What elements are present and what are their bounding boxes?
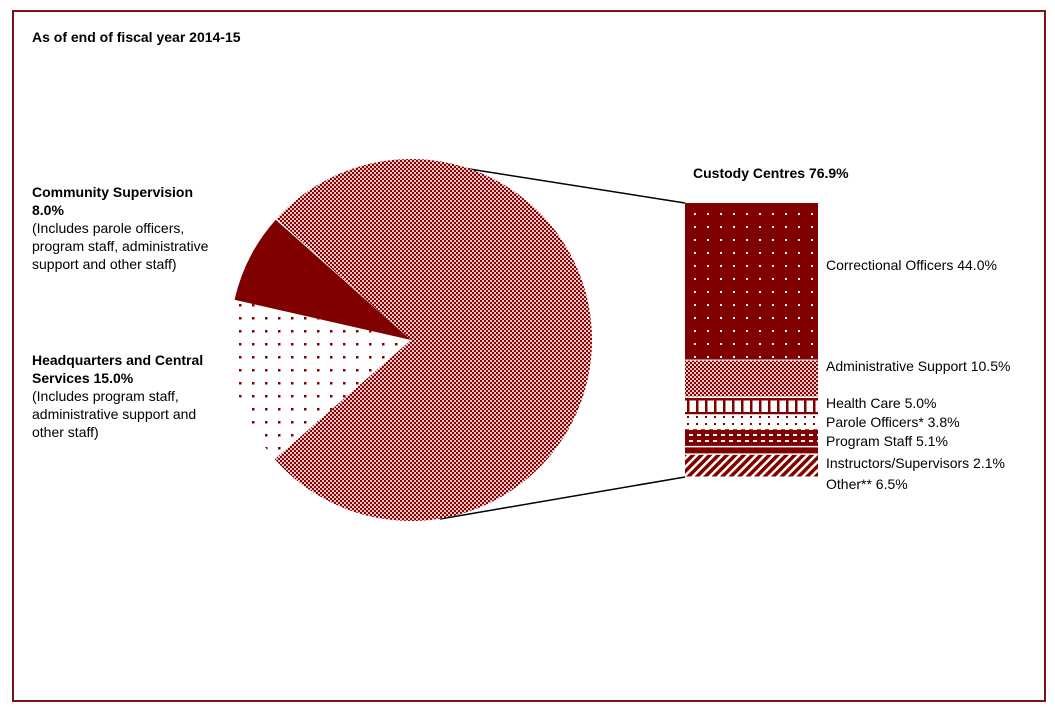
bar-segment-label: Health Care 5.0% xyxy=(826,395,937,411)
pie-slice-community-supervision xyxy=(234,219,411,340)
pie-slice-custody-centres xyxy=(274,158,593,521)
bar-segment-label: Program Staff 5.1% xyxy=(826,433,948,449)
bar-segment-4 xyxy=(685,429,818,446)
headquarters-name: Headquarters and Central Services xyxy=(32,352,204,386)
bar-segment-label: Administrative Support 10.5% xyxy=(826,358,1011,374)
pie-slice-headquarters-and-central-services xyxy=(230,299,411,460)
bar-segment-1 xyxy=(685,360,818,397)
bar-segment-3 xyxy=(685,415,818,428)
connector-line-top xyxy=(462,167,686,204)
bar-segment-label: Other** 6.5% xyxy=(826,476,908,492)
headquarters-value: 15.0% xyxy=(93,370,134,386)
bar-segment-2 xyxy=(685,397,818,415)
breakdown-title: Custody Centres 76.9% xyxy=(693,165,849,181)
bar-segment-6 xyxy=(685,454,818,477)
chart-frame xyxy=(12,10,1046,702)
label-community-supervision: Community Supervision 8.0% (Includes par… xyxy=(32,183,232,273)
community-supervision-note: (Includes parole officers, program staff… xyxy=(32,220,209,272)
chart-title: As of end of fiscal year 2014-15 xyxy=(32,29,241,45)
label-headquarters: Headquarters and Central Services 15.0% … xyxy=(32,351,217,441)
community-supervision-name: Community Supervision xyxy=(32,184,194,200)
bar-segment-label: Instructors/Supervisors 2.1% xyxy=(826,455,1005,471)
connector-line-bottom xyxy=(439,476,686,520)
bar-segment-0 xyxy=(685,203,818,360)
bar-segment-5 xyxy=(685,447,818,454)
headquarters-note: (Includes program staff, administrative … xyxy=(32,388,197,440)
bar-segment-label: Parole Officers* 3.8% xyxy=(826,414,960,430)
bar-segment-label: Correctional Officers 44.0% xyxy=(826,257,997,273)
community-supervision-value: 8.0% xyxy=(32,202,64,218)
